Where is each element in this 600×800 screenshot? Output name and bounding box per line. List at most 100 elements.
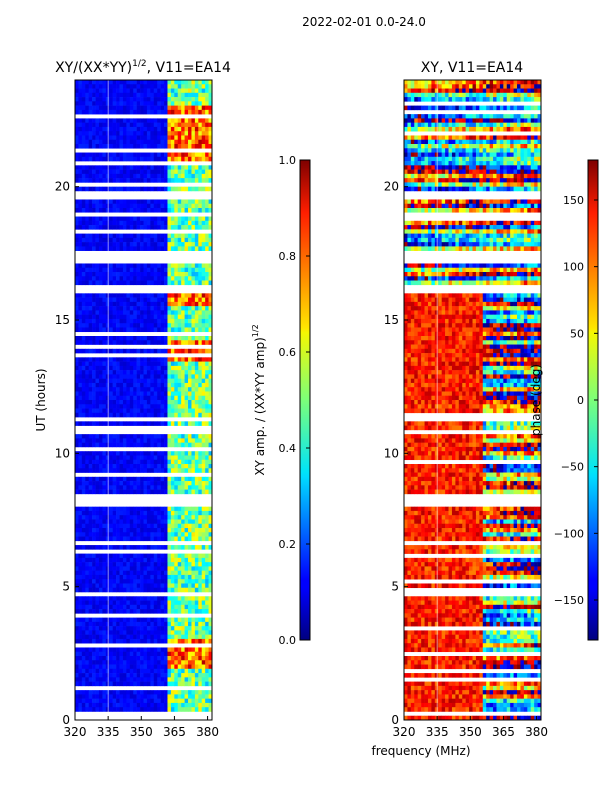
heatmap-cell bbox=[102, 293, 107, 298]
heatmap-cell bbox=[181, 365, 185, 371]
heatmap-cell bbox=[194, 361, 199, 367]
heatmap-cell bbox=[102, 532, 107, 537]
heatmap-cell bbox=[208, 395, 213, 401]
heatmap-cell bbox=[81, 382, 86, 388]
heatmap-cell bbox=[194, 404, 199, 409]
heatmap-cell bbox=[188, 579, 192, 584]
heatmap-cell bbox=[78, 570, 83, 576]
heatmap-cell bbox=[167, 442, 172, 448]
heatmap-cell bbox=[434, 97, 439, 102]
heatmap-cell bbox=[194, 570, 199, 576]
heatmap-cell bbox=[208, 105, 213, 111]
heatmap-cell bbox=[109, 566, 113, 571]
heatmap-cell bbox=[194, 88, 199, 94]
heatmap-cell bbox=[133, 105, 137, 111]
heatmap-cell bbox=[174, 267, 179, 273]
heatmap-cell bbox=[112, 604, 117, 610]
heatmap-cell bbox=[194, 630, 199, 635]
heatmap-cell bbox=[92, 634, 96, 640]
heatmap-cell bbox=[78, 630, 83, 635]
heatmap-cell bbox=[112, 118, 117, 123]
heatmap-cell bbox=[75, 698, 79, 704]
heatmap-cell bbox=[140, 694, 144, 699]
heatmap-cell bbox=[119, 109, 124, 115]
heatmap-cell bbox=[112, 400, 117, 405]
heatmap-cell bbox=[201, 506, 206, 512]
heatmap-cell bbox=[194, 668, 199, 674]
heatmap-cell bbox=[88, 464, 93, 469]
heatmap-cell bbox=[143, 656, 148, 661]
heatmap-cell bbox=[170, 323, 175, 328]
heatmap-cell bbox=[112, 587, 117, 593]
heatmap-cell bbox=[167, 139, 172, 145]
heatmap-cell bbox=[205, 301, 209, 307]
heatmap-cell bbox=[133, 118, 137, 123]
heatmap-cell bbox=[167, 690, 172, 695]
heatmap-cell bbox=[194, 455, 199, 461]
heatmap-cell bbox=[174, 122, 179, 128]
heatmap-cell bbox=[167, 173, 172, 179]
right-panel-title: XY, V11=EA14 bbox=[421, 60, 523, 76]
heatmap-cell bbox=[88, 698, 93, 704]
heatmap-cell bbox=[167, 464, 172, 469]
heatmap-cell bbox=[167, 323, 172, 328]
heatmap-cell bbox=[201, 485, 206, 490]
heatmap-cell bbox=[513, 92, 518, 98]
heatmap-cell bbox=[205, 647, 209, 653]
heatmap-cell bbox=[98, 340, 103, 345]
heatmap-cell bbox=[198, 97, 203, 102]
heatmap-cell bbox=[184, 242, 189, 247]
heatmap-cell bbox=[129, 651, 134, 657]
heatmap-cell bbox=[188, 80, 192, 85]
heatmap-cell bbox=[122, 327, 127, 333]
heatmap-cell bbox=[167, 220, 172, 226]
heatmap-cell bbox=[81, 651, 86, 657]
heatmap-cell bbox=[88, 647, 93, 653]
heatmap-cell bbox=[129, 587, 134, 593]
heatmap-cell bbox=[198, 237, 203, 243]
heatmap-cell bbox=[194, 199, 199, 205]
heatmap-cell bbox=[191, 438, 196, 443]
heatmap-cell bbox=[517, 97, 521, 102]
heatmap-cell bbox=[98, 310, 103, 315]
heatmap-cell bbox=[184, 451, 189, 456]
heatmap-cell bbox=[81, 186, 86, 192]
heatmap-cell bbox=[133, 506, 137, 512]
heatmap-cell bbox=[98, 660, 103, 665]
heatmap-cell bbox=[102, 656, 107, 661]
heatmap-cell bbox=[194, 293, 199, 298]
heatmap-cell bbox=[112, 122, 117, 128]
heatmap-cell bbox=[105, 131, 110, 136]
heatmap-cell bbox=[129, 702, 134, 708]
heatmap-cell bbox=[194, 374, 199, 379]
heatmap-cell bbox=[98, 579, 103, 584]
heatmap-cell bbox=[194, 545, 199, 550]
heatmap-cell bbox=[95, 314, 100, 320]
heatmap-cell bbox=[177, 178, 182, 183]
heatmap-cell bbox=[164, 105, 168, 111]
heatmap-cell bbox=[181, 237, 185, 243]
heatmap-cell bbox=[191, 156, 196, 162]
heatmap-cell bbox=[205, 139, 209, 145]
heatmap-cell bbox=[119, 246, 124, 251]
heatmap-cell bbox=[431, 88, 436, 94]
heatmap-cell bbox=[102, 276, 107, 281]
heatmap-cell bbox=[160, 336, 165, 341]
heatmap-cell bbox=[160, 698, 165, 704]
heatmap-cell bbox=[102, 186, 107, 192]
heatmap-cell bbox=[208, 173, 213, 179]
heatmap-cell bbox=[150, 323, 155, 328]
heatmap-cell bbox=[150, 152, 155, 158]
heatmap-cell bbox=[136, 101, 141, 106]
heatmap-cell bbox=[88, 186, 93, 192]
heatmap-cell bbox=[164, 135, 168, 141]
heatmap-cell bbox=[81, 272, 86, 277]
heatmap-cell bbox=[102, 109, 107, 115]
heatmap-cell bbox=[205, 604, 209, 610]
heatmap-cell bbox=[407, 97, 412, 102]
heatmap-cell bbox=[140, 604, 144, 610]
heatmap-cell bbox=[188, 481, 192, 486]
heatmap-cell bbox=[133, 604, 137, 610]
heatmap-cell bbox=[143, 707, 148, 712]
heatmap-cell bbox=[157, 660, 161, 665]
